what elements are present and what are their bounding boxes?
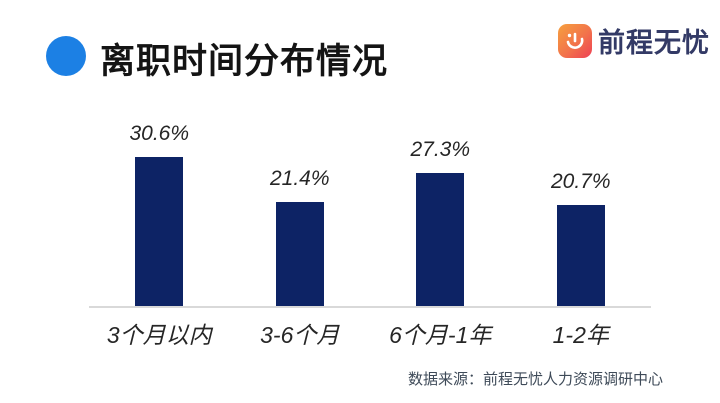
x-axis-label: 3个月以内 [106,322,212,348]
bar-column: 27.3% [370,118,511,306]
x-axis-label: 3-6个月 [260,322,340,348]
x-axis-label: 1-2年 [552,322,609,348]
bar-value-label: 20.7% [550,170,611,193]
brand-logo: 前程无忧 [558,21,710,60]
bar [275,202,324,306]
x-axis-labels: 3个月以内 3-6个月 6个月-1年 1-2年 [89,316,651,350]
bar-column: 20.7% [511,118,652,306]
bar [416,173,465,306]
hand-glyph [566,32,584,49]
bar-value-label: 21.4% [269,167,330,190]
bar-value-label: 27.3% [410,138,471,161]
x-axis-label: 6个月-1年 [389,322,492,348]
bar-column: 30.6% [89,118,230,306]
bar-value-label: 30.6% [129,122,190,145]
51job-hand-icon [558,23,592,58]
title-bullet-icon [46,36,86,76]
brand-logo-text: 前程无忧 [598,28,710,58]
data-source-note: 数据来源：前程无忧人力资源调研中心 [407,371,663,388]
bar-chart: 30.6% 21.4% 27.3% 20.7% [89,118,651,306]
bar [135,157,184,306]
bar [556,205,605,306]
x-axis-line [89,306,651,308]
bar-column: 21.4% [230,118,371,306]
page-title: 离职时间分布情况 [100,42,389,81]
